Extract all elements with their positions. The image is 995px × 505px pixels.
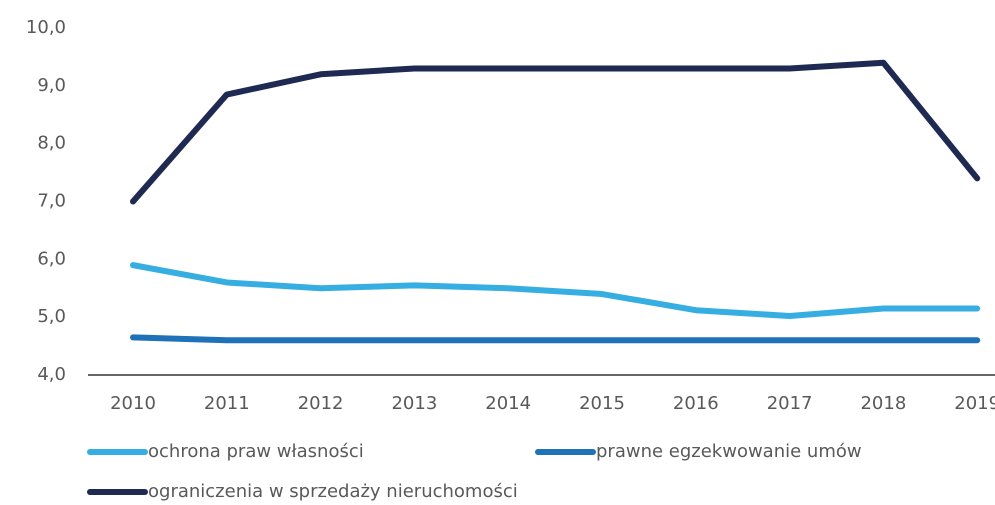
legend-label: ograniczenia w sprzedaży nieruchomości (148, 481, 518, 502)
x-tick-label: 2011 (204, 393, 250, 414)
y-tick-label: 10,0 (26, 17, 66, 38)
x-tick-label: 2013 (391, 393, 437, 414)
y-tick-label: 9,0 (37, 75, 66, 96)
x-tick-label: 2010 (110, 393, 156, 414)
series-line (130, 334, 981, 344)
x-tick-label: 2019 (954, 393, 995, 414)
x-tick-label: 2018 (860, 393, 906, 414)
x-tick-label: 2014 (485, 393, 531, 414)
x-tick-label: 2012 (298, 393, 344, 414)
y-tick-label: 5,0 (37, 306, 66, 327)
legend-label: prawne egzekwowanie umów (596, 441, 862, 462)
y-tick-label: 6,0 (37, 248, 66, 269)
y-tick-label: 4,0 (37, 364, 66, 385)
y-tick-label: 7,0 (37, 191, 66, 212)
x-tick-label: 2015 (579, 393, 625, 414)
series-line (130, 59, 981, 205)
legend-label: ochrona praw własności (148, 441, 364, 462)
series-line (130, 262, 981, 320)
x-tick-label: 2017 (767, 393, 813, 414)
x-tick-label: 2016 (673, 393, 719, 414)
y-tick-label: 8,0 (37, 133, 66, 154)
